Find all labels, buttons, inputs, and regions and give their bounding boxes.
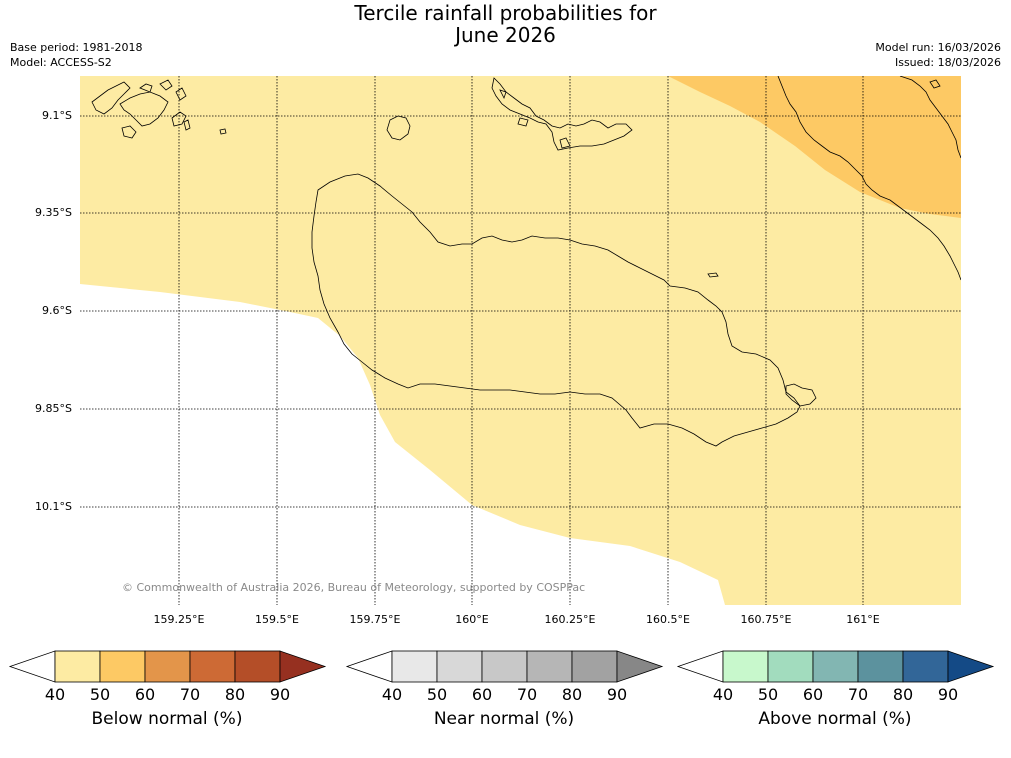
copyright-notice: © Commonwealth of Australia 2026, Bureau…	[122, 581, 586, 594]
below-normal-legend-title: Below normal (%)	[91, 709, 243, 729]
lon-label: 160.25°E	[544, 613, 596, 626]
below-normal-50-60-area	[668, 76, 961, 218]
above-normal-colorbar-segment	[857, 650, 904, 683]
above-normal-legend-title: Above normal (%)	[758, 709, 912, 729]
map-title: Tercile rainfall probabilities for	[354, 1, 657, 25]
near-normal-colorbar-segment	[481, 650, 528, 683]
graticule	[80, 76, 961, 605]
below-normal-colorbar-segment	[144, 650, 191, 683]
near-normal-colorbar-low-extension	[345, 650, 393, 683]
above-normal-colorbar-tick: 80	[892, 685, 914, 704]
near-normal-colorbar-tick: 60	[471, 685, 493, 704]
model-name: Model: ACCESS-S2	[10, 56, 112, 69]
below-normal-colorbar-tick: 60	[134, 685, 156, 704]
lat-label: 9.1°S	[42, 109, 72, 122]
below-normal-colorbar-segment	[99, 650, 146, 683]
near-normal-colorbar-segment	[571, 650, 618, 683]
below-normal-colorbar-tick: 50	[89, 685, 111, 704]
lon-label: 161°E	[846, 613, 880, 626]
savo-island-coastline	[386, 115, 411, 141]
above-normal-colorbar-tick: 40	[712, 685, 734, 704]
near-normal-colorbar-tick: 70	[516, 685, 538, 704]
above-normal-colorbar-tick: 60	[802, 685, 824, 704]
above-normal-colorbar-segment	[902, 650, 949, 683]
no-data-area	[80, 284, 725, 605]
above-normal-colorbar-segment	[812, 650, 859, 683]
map-subtitle: June 2026	[455, 23, 556, 47]
near-normal-colorbar-segment	[526, 650, 573, 683]
meta-left: Base period: 1981-2018 Model: ACCESS-S2	[10, 40, 142, 70]
lon-label: 160.75°E	[740, 613, 792, 626]
below-normal-colorbar-tick: 40	[44, 685, 66, 704]
russell-islands-coastline	[91, 79, 227, 139]
base-period: Base period: 1981-2018	[10, 41, 143, 54]
below-normal-colorbar-segment	[54, 650, 101, 683]
issued-date: Issued: 18/03/2026	[894, 56, 1001, 69]
lat-label: 9.35°S	[35, 206, 72, 219]
meta-right: Model run: 16/03/2026 Issued: 18/03/2026	[875, 40, 1001, 70]
above-normal-colorbar-low-extension	[676, 650, 724, 683]
near-normal-colorbar-segment	[391, 650, 438, 683]
above-normal-colorbar-tick: 50	[757, 685, 779, 704]
lon-label: 159.5°E	[255, 613, 299, 626]
above-normal-colorbar-segment	[722, 650, 769, 683]
near-normal-colorbar-high-extension	[616, 650, 664, 683]
below-normal-colorbar-high-extension	[279, 650, 327, 683]
lon-label: 160°E	[455, 613, 489, 626]
below-normal-colorbar-tick: 80	[224, 685, 246, 704]
malaita-coastline	[777, 76, 961, 281]
near-normal-colorbar-tick: 40	[381, 685, 403, 704]
above-normal-colorbar-segment	[767, 650, 814, 683]
below-normal-colorbar-low-extension	[8, 650, 56, 683]
below-normal-colorbar-segment	[189, 650, 236, 683]
below-normal-colorbar-tick: 70	[179, 685, 201, 704]
near-normal-colorbar-tick: 80	[561, 685, 583, 704]
lon-label: 159.75°E	[349, 613, 401, 626]
lon-label: 160.5°E	[646, 613, 690, 626]
above-normal-colorbar-tick: 70	[847, 685, 869, 704]
model-run: Model run: 16/03/2026	[875, 41, 1001, 54]
lon-label: 159.25°E	[153, 613, 205, 626]
lat-label: 9.85°S	[35, 402, 72, 415]
above-normal-colorbar-high-extension	[947, 650, 995, 683]
florida-islands-coastline	[491, 77, 633, 151]
near-normal-colorbar-tick: 90	[606, 685, 628, 704]
above-normal-colorbar-tick: 90	[937, 685, 959, 704]
near-normal-colorbar-segment	[436, 650, 483, 683]
below-normal-colorbar-segment	[234, 650, 281, 683]
near-normal-legend-title: Near normal (%)	[433, 709, 575, 729]
lat-label: 9.6°S	[42, 304, 72, 317]
lat-label: 10.1°S	[35, 500, 72, 513]
near-normal-colorbar-tick: 50	[426, 685, 448, 704]
below-normal-colorbar-tick: 90	[269, 685, 291, 704]
coastlines	[91, 76, 961, 447]
